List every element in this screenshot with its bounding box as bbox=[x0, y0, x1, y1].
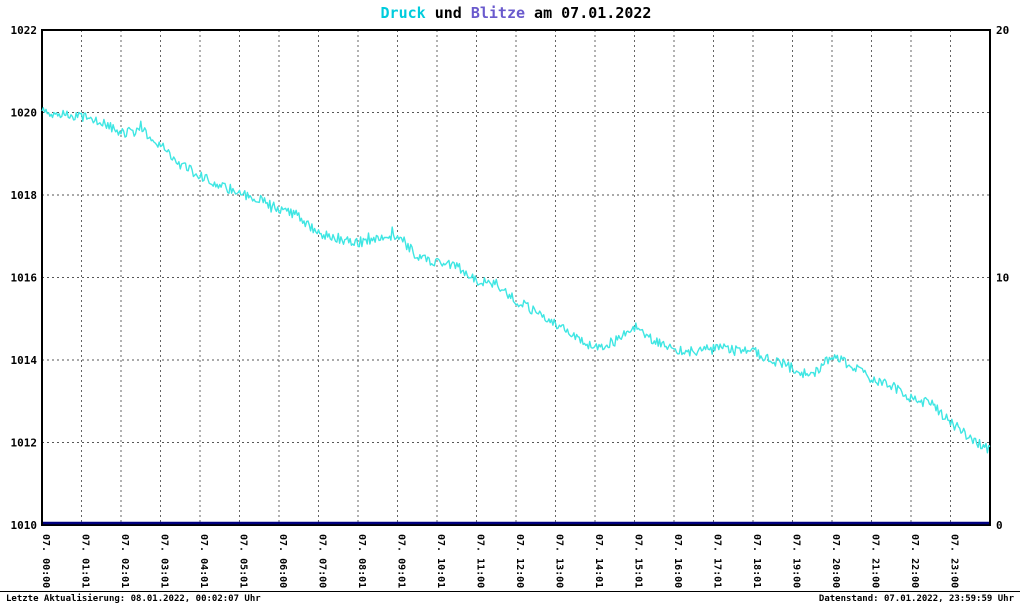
pressure-series-line bbox=[41, 107, 991, 454]
x-tick-label: 07. 11:00 bbox=[475, 534, 486, 588]
x-tick-label: 07. 16:00 bbox=[672, 534, 683, 588]
x-tick-label: 07. 21:00 bbox=[870, 534, 881, 588]
x-tick-label: 07. 23:00 bbox=[949, 534, 960, 588]
y-right-tick-label: 20 bbox=[996, 24, 1009, 37]
x-tick-label: 07. 09:01 bbox=[396, 534, 407, 588]
x-tick-label: 07. 12:00 bbox=[514, 534, 525, 588]
plot-frame bbox=[41, 29, 991, 526]
last-update-text: Letzte Aktualisierung: 08.01.2022, 00:02… bbox=[6, 594, 261, 604]
x-tick-label: 07. 17:01 bbox=[712, 534, 723, 588]
x-tick-label: 07. 04:01 bbox=[198, 534, 209, 588]
y-right-tick-label: 0 bbox=[996, 519, 1003, 532]
x-tick-label: 07. 08:01 bbox=[356, 534, 367, 588]
x-tick-label: 07. 03:01 bbox=[159, 534, 170, 588]
x-tick-label: 07. 18:01 bbox=[751, 534, 762, 588]
title-part-druck: Druck bbox=[380, 4, 426, 22]
plot-canvas: 1022 1020 1018 1016 1014 1012 1010 20 10 0 07. 00:… bbox=[11, 24, 1010, 588]
x-tick-label: 07. 02:01 bbox=[119, 534, 130, 588]
x-tick-label: 07. 22:00 bbox=[909, 534, 920, 588]
x-tick-label: 07. 01:01 bbox=[80, 534, 91, 588]
y-left-tick-label: 1018 bbox=[11, 189, 38, 202]
x-tick-label: 07. 15:01 bbox=[633, 534, 644, 588]
title-part-date: am 07.01.2022 bbox=[525, 4, 652, 22]
x-tick-label: 07. 06:00 bbox=[277, 534, 288, 588]
y-left-tick-label: 1020 bbox=[11, 107, 38, 120]
data-timestamp-text: Datenstand: 07.01.2022, 23:59:59 Uhr bbox=[818, 594, 1014, 604]
x-tick-label: 07. 10:01 bbox=[435, 534, 446, 588]
x-tick-label: 07. 13:00 bbox=[554, 534, 565, 588]
title-part-blitze: Blitze bbox=[470, 4, 526, 22]
y-left-tick-label: 1014 bbox=[11, 354, 38, 367]
y-left-tick-label: 1012 bbox=[11, 437, 38, 450]
title-part-und: und bbox=[425, 4, 471, 22]
x-tick-label: 07. 05:01 bbox=[238, 534, 249, 588]
chart-title: Druck und Blitze am 07.01.2022 bbox=[42, 4, 990, 22]
footer: Letzte Aktualisierung: 08.01.2022, 00:02… bbox=[6, 594, 1014, 604]
y-left-tick-label: 1010 bbox=[11, 519, 38, 532]
y-left-tick-label: 1016 bbox=[11, 272, 38, 285]
x-tick-label: 07. 07:00 bbox=[317, 534, 328, 588]
footer-separator bbox=[0, 591, 1020, 592]
x-tick-label: 07. 20:00 bbox=[830, 534, 841, 588]
x-tick-label: 07. 14:01 bbox=[593, 534, 604, 588]
y-right-tick-label: 10 bbox=[996, 272, 1009, 285]
x-tick-label: 07. 19:00 bbox=[791, 534, 802, 588]
x-tick-label: 07. 00:00 bbox=[40, 534, 51, 588]
y-left-tick-label: 1022 bbox=[11, 24, 38, 37]
